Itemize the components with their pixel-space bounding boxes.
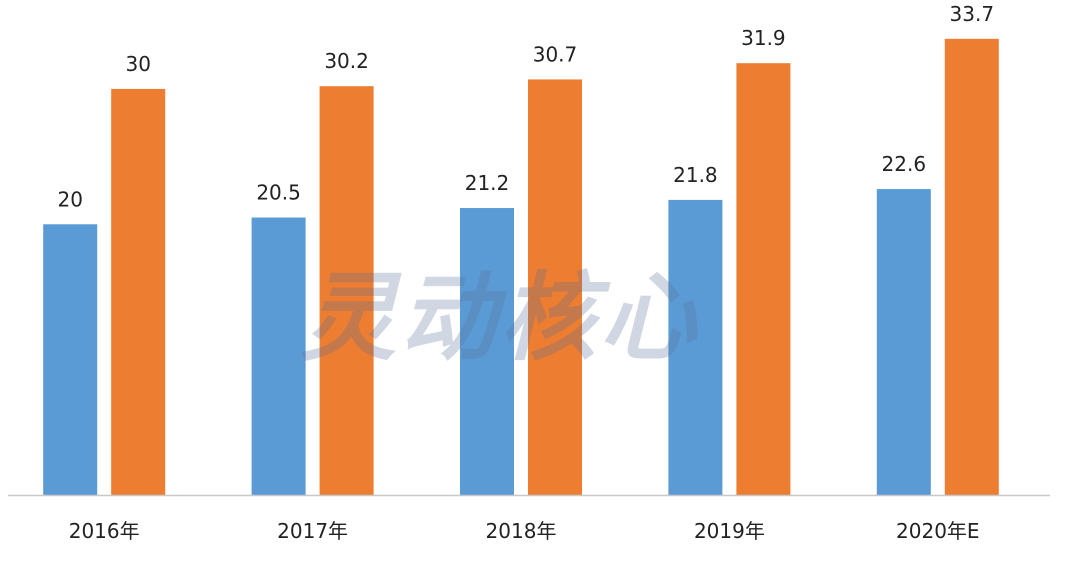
data-label-series-1-2: 21.2 xyxy=(465,171,510,195)
data-label-series-2-4: 33.7 xyxy=(950,2,995,26)
data-label-series-1-4: 22.6 xyxy=(882,152,927,176)
category-label-1: 2017年 xyxy=(277,519,348,543)
bar-series-2-3 xyxy=(736,63,791,495)
data-label-series-2-2: 30.7 xyxy=(533,42,578,66)
category-label-4: 2020年E xyxy=(896,519,980,543)
bar-series-1-2 xyxy=(460,208,514,495)
bar-series-1-4 xyxy=(876,189,931,495)
bar-series-1-1 xyxy=(251,217,306,495)
bar-series-1-3 xyxy=(668,199,723,495)
category-label-0: 2016年 xyxy=(69,519,140,543)
data-label-series-2-1: 30.2 xyxy=(324,49,369,73)
bar-series-2-1 xyxy=(319,86,374,495)
category-labels-group: 2016年 2017年 2018年 2019年 2020年E xyxy=(69,519,980,543)
bar-series-2-2 xyxy=(528,79,582,495)
data-label-series-2-0: 30 xyxy=(125,52,150,76)
category-label-2: 2018年 xyxy=(486,519,557,543)
value-labels-group: 20 30 20.5 30.2 21.2 30.7 21.8 31.9 22.6 33.7 xyxy=(57,2,994,211)
bars-group xyxy=(43,38,999,496)
category-label-3: 2019年 xyxy=(694,519,765,543)
watermark-text: 灵动核心 xyxy=(300,262,700,374)
data-label-series-1-3: 21.8 xyxy=(673,163,718,187)
bar-series-1-0 xyxy=(43,224,98,495)
bar-series-2-4 xyxy=(944,38,999,496)
data-label-series-1-1: 20.5 xyxy=(256,181,301,205)
data-label-series-1-0: 20 xyxy=(57,187,82,211)
bar-series-2-0 xyxy=(111,88,166,496)
data-label-series-2-3: 31.9 xyxy=(741,26,786,50)
